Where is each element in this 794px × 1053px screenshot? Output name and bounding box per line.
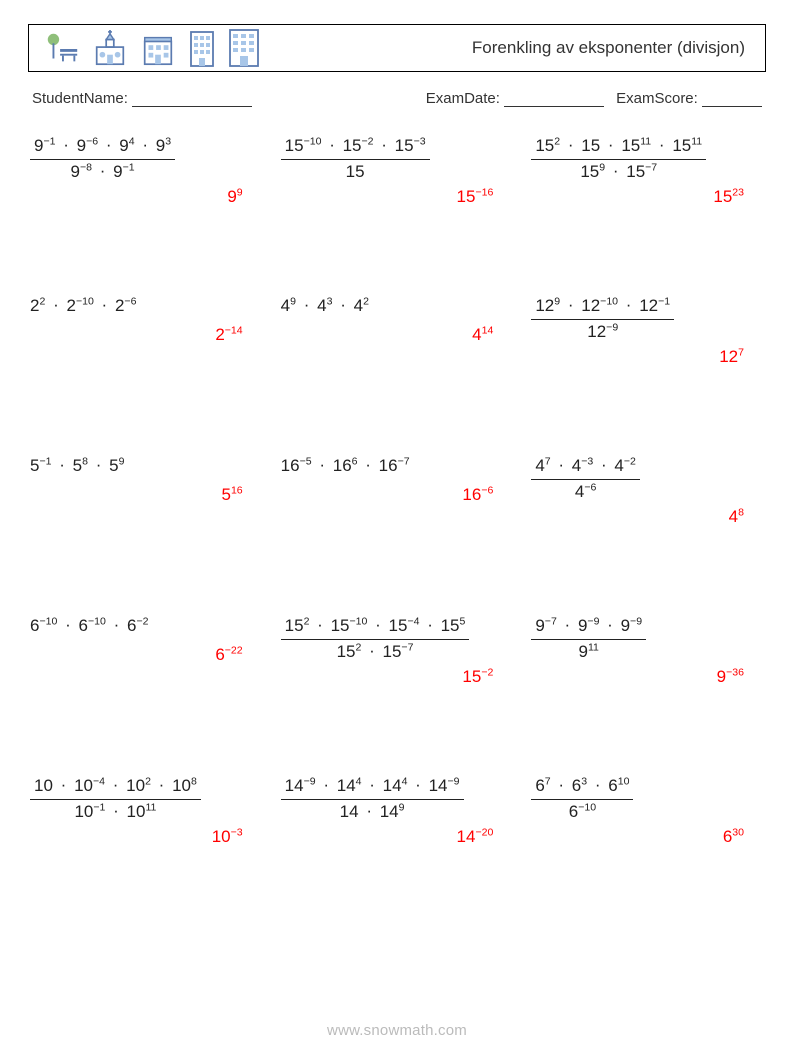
answer: 6−22 <box>215 645 242 665</box>
problem-cell: 15−10 · 15−2 · 15−315 15−16 <box>281 135 514 225</box>
problem-cell: 10 · 10−4 · 102 · 10810−1 · 1011 10−3 <box>30 775 263 865</box>
page-title: Forenkling av eksponenter (divisjon) <box>261 38 751 58</box>
problem-cell: 129 · 12−10 · 12−112−9 127 <box>531 295 764 385</box>
watermark: www.snowmath.com <box>0 1022 794 1039</box>
bench-icon <box>43 30 81 68</box>
problem-cell: 47 · 4−3 · 4−24−6 48 <box>531 455 764 545</box>
expression: 47 · 4−3 · 4−24−6 <box>531 455 764 504</box>
problem-cell: 152 · 15 · 1511 · 1511159 · 15−7 1523 <box>531 135 764 225</box>
expression: 16−5 · 166 · 16−7 <box>281 455 514 478</box>
church-icon <box>91 30 129 68</box>
problem-cell: 49 · 43 · 42 414 <box>281 295 514 385</box>
exam-score-label: ExamScore: <box>616 90 762 107</box>
expression: 9−7 · 9−9 · 9−9911 <box>531 615 764 664</box>
answer: 2−14 <box>215 325 242 345</box>
problem-cell: 14−9 · 144 · 144 · 14−914 · 149 14−20 <box>281 775 514 865</box>
expression: 22 · 2−10 · 2−6 <box>30 295 263 318</box>
answer: 127 <box>719 347 744 367</box>
expression: 129 · 12−10 · 12−112−9 <box>531 295 764 344</box>
expression: 10 · 10−4 · 102 · 10810−1 · 1011 <box>30 775 263 824</box>
problem-cell: 67 · 63 · 6106−10 630 <box>531 775 764 865</box>
problem-cell: 16−5 · 166 · 16−7 16−6 <box>281 455 514 545</box>
office-icon <box>139 30 177 68</box>
building1-icon <box>187 28 217 68</box>
expression: 6−10 · 6−10 · 6−2 <box>30 615 263 638</box>
answer: 99 <box>227 187 242 207</box>
answer: 516 <box>221 485 242 505</box>
problem-cell: 9−1 · 9−6 · 94 · 939−8 · 9−1 99 <box>30 135 263 225</box>
expression: 152 · 15 · 1511 · 1511159 · 15−7 <box>531 135 764 184</box>
answer: 10−3 <box>212 827 243 847</box>
answer: 9−36 <box>717 667 744 687</box>
answer: 48 <box>729 507 744 527</box>
expression: 49 · 43 · 42 <box>281 295 514 318</box>
problem-cell: 6−10 · 6−10 · 6−2 6−22 <box>30 615 263 705</box>
header-box: Forenkling av eksponenter (divisjon) <box>28 24 766 72</box>
exam-date-label: ExamDate: <box>426 90 604 107</box>
problem-cell: 5−1 · 58 · 59 516 <box>30 455 263 545</box>
icon-row <box>43 28 261 68</box>
answer: 1523 <box>713 187 744 207</box>
answer: 414 <box>472 325 493 345</box>
expression: 14−9 · 144 · 144 · 14−914 · 149 <box>281 775 514 824</box>
problem-cell: 152 · 15−10 · 15−4 · 155152 · 15−7 15−2 <box>281 615 514 705</box>
expression: 9−1 · 9−6 · 94 · 939−8 · 9−1 <box>30 135 263 184</box>
expression: 67 · 63 · 6106−10 <box>531 775 764 824</box>
answer: 630 <box>723 827 744 847</box>
building2-icon <box>227 28 261 68</box>
expression: 15−10 · 15−2 · 15−315 <box>281 135 514 184</box>
expression: 152 · 15−10 · 15−4 · 155152 · 15−7 <box>281 615 514 664</box>
problems-grid: 9−1 · 9−6 · 94 · 939−8 · 9−1 99 15−10 · 15… <box>28 135 766 865</box>
problem-cell: 9−7 · 9−9 · 9−9911 9−36 <box>531 615 764 705</box>
problem-cell: 22 · 2−10 · 2−6 2−14 <box>30 295 263 385</box>
answer: 16−6 <box>462 485 493 505</box>
answer: 15−2 <box>462 667 493 687</box>
info-row: StudentName: ExamDate: ExamScore: <box>28 90 766 107</box>
answer: 14−20 <box>457 827 494 847</box>
answer: 15−16 <box>457 187 494 207</box>
expression: 5−1 · 58 · 59 <box>30 455 263 478</box>
student-name-label: StudentName: <box>32 90 252 107</box>
